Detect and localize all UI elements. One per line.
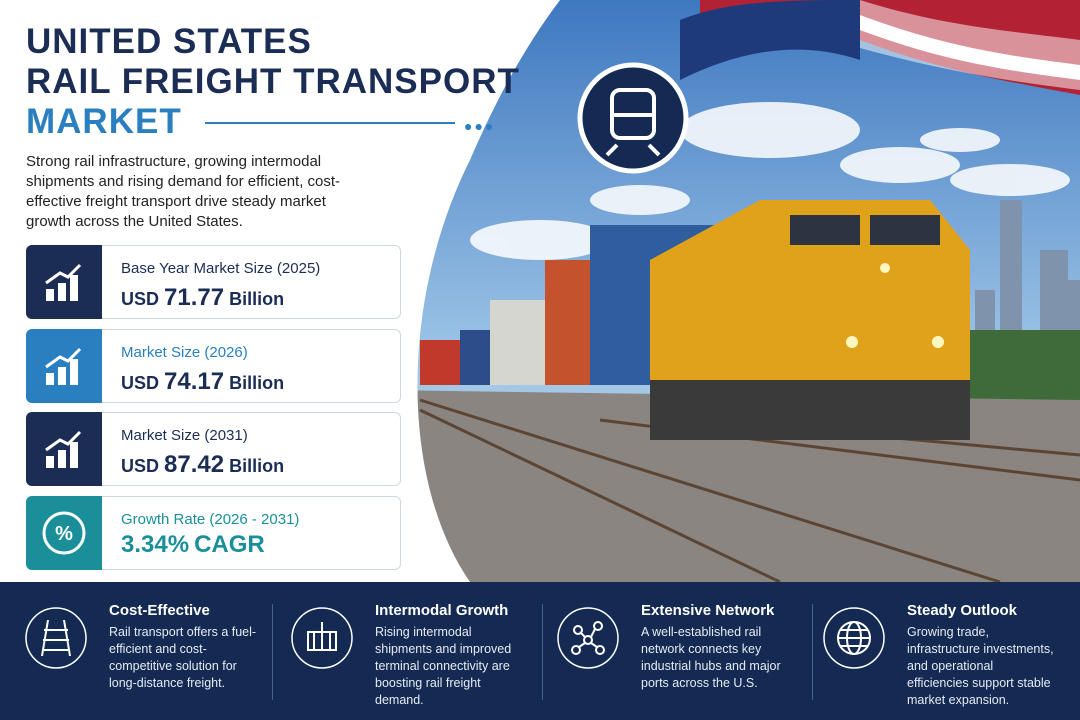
chart-icon [45, 430, 82, 468]
stat-value: USD 87.42 Billion [121, 451, 284, 479]
stat-unit: CAGR [194, 531, 265, 558]
stat-amount: 3.34% [121, 531, 190, 558]
title: UNITED STATES RAIL FREIGHT TRANSPORT MAR… [26, 22, 520, 142]
stat-prefix: USD [121, 456, 160, 476]
stat-card: Market Size (2031) USD 87.42 Billion [26, 412, 401, 486]
stat-unit: Billion [229, 289, 285, 309]
hero-photo [417, 0, 1080, 582]
stat-value: 3.34% CAGR [121, 531, 265, 559]
chart-icon [45, 263, 82, 301]
stat-amount: 74.17 [164, 368, 225, 395]
feature-title: Extensive Network [641, 602, 775, 619]
feature-text: Growing trade, infrastructure investment… [907, 625, 1054, 707]
stat-amount: 71.77 [164, 284, 225, 311]
feature: Extensive Network A well-established rail… [532, 582, 802, 720]
feature-title: Cost-Effective [109, 602, 210, 619]
dots: ●●● [464, 118, 496, 134]
title-line: RAIL FREIGHT TRANSPORT [26, 62, 520, 101]
feature: Steady Outlook Growing trade, infrastruct… [798, 582, 1068, 720]
stat-label: Growth Rate (2026 - 2031) [121, 511, 300, 528]
stat-amount: 87.42 [164, 451, 225, 478]
feature: Cost-Effective Rail transport offers a fu… [0, 582, 270, 720]
features-band: Cost-Effective Rail transport offers a fu… [0, 582, 1080, 720]
stat-icon [26, 412, 102, 486]
stat-prefix: USD [121, 289, 160, 309]
stat-icon: % [26, 496, 102, 570]
train-badge [577, 62, 689, 174]
feature-text: Rail transport offers a fuel-efficient a… [109, 625, 257, 690]
feature-text: Rising intermodal shipments and improved… [375, 625, 512, 707]
stat-unit: Billion [229, 373, 285, 393]
description: Strong rail infrastructure, growing inte… [26, 153, 341, 230]
feature-text: A well-established rail network connects… [641, 625, 781, 690]
stat-prefix: USD [121, 373, 160, 393]
stat-value: USD 74.17 Billion [121, 368, 284, 396]
stat-unit: Billion [229, 456, 285, 476]
separator [542, 604, 543, 700]
feature-icon [557, 607, 619, 669]
stat-value: USD 71.77 Billion [121, 284, 284, 312]
stat-label: Base Year Market Size (2025) [121, 260, 321, 277]
feature: Intermodal Growth Rising intermodal shipm… [266, 582, 536, 720]
title-line: UNITED STATES [26, 22, 312, 61]
rule [205, 122, 455, 124]
stat-card: Market Size (2026) USD 74.17 Billion [26, 329, 401, 403]
stat-card: % Growth Rate (2026 - 2031) 3.34% CAGR [26, 496, 401, 570]
title-line: MARKET [26, 102, 182, 141]
feature-title: Steady Outlook [907, 602, 1018, 619]
stat-card: Base Year Market Size (2025) USD 71.77 Bi… [26, 245, 401, 319]
svg-text:%: % [55, 523, 73, 545]
separator [272, 604, 273, 700]
stat-icon [26, 245, 102, 319]
feature-icon [291, 607, 353, 669]
feature-icon [823, 607, 885, 669]
stat-label: Market Size (2026) [121, 344, 248, 361]
feature-icon [25, 607, 87, 669]
stat-label: Market Size (2031) [121, 427, 248, 444]
chart-icon [45, 347, 82, 385]
stat-icon [26, 329, 102, 403]
percent-icon: % [42, 511, 86, 555]
separator [812, 604, 813, 700]
feature-title: Intermodal Growth [375, 602, 509, 619]
